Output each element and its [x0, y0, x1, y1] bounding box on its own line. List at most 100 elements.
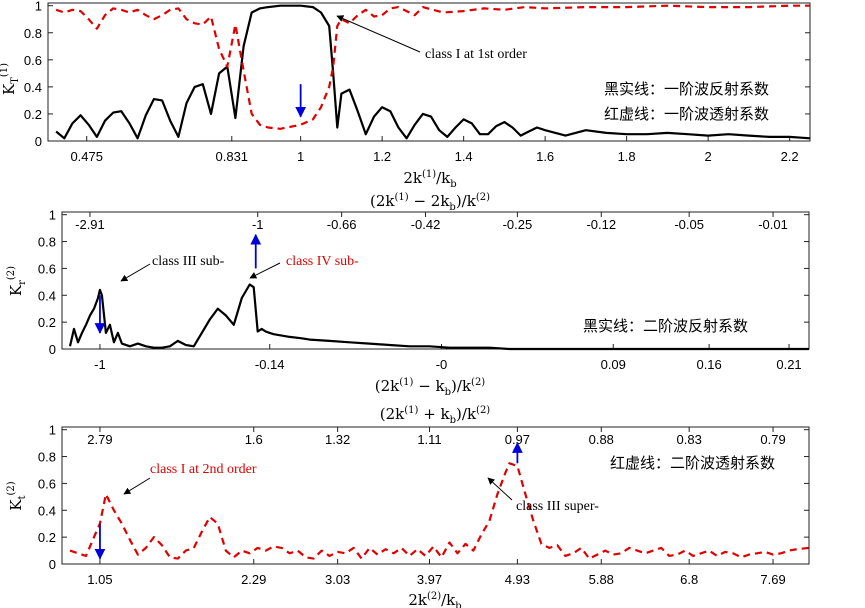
- x-tick-label: 0.09: [601, 357, 626, 372]
- markers-layer: [94, 233, 262, 334]
- top-x-tick-label: 1.32: [325, 432, 350, 447]
- top-axis-label: (2k(1) − 2kb)/k(2): [370, 192, 490, 213]
- annotation-arrow: [336, 15, 421, 53]
- annotation-class-I-1st: class I at 1st order: [425, 47, 527, 62]
- y-tick-label: 1: [49, 423, 56, 438]
- y-ticks: 0 0.2 0.4 0.6 0.8 1: [38, 423, 809, 572]
- top-x-tick-label: -2.91: [75, 217, 105, 232]
- x-tick-label: 1.6: [536, 149, 554, 164]
- annotation-class-I-2nd: class I at 2nd order: [150, 462, 257, 477]
- y-tick-label: 0.8: [38, 450, 56, 465]
- y-tick-label: 1: [49, 208, 56, 223]
- top-x-tick-label: -0.01: [758, 217, 788, 232]
- x-tick-label: 0.16: [696, 357, 721, 372]
- x-tick-label: 3.97: [417, 572, 442, 587]
- legend-line-1: 黑实线：二阶波反射系数: [583, 317, 748, 335]
- x-tick-label: 2.29: [241, 572, 266, 587]
- y-tick-label: 0.2: [24, 107, 42, 122]
- top-x-tick-label: -0.42: [411, 217, 441, 232]
- x-tick-label: 0.831: [216, 149, 249, 164]
- annotation-arrow: [487, 477, 513, 501]
- x-tick-label: -0.14: [255, 357, 285, 372]
- y-tick-label: 0.2: [38, 530, 56, 545]
- y-axis-label: Kr(2): [6, 266, 28, 296]
- y-tick-label: 0: [35, 134, 42, 149]
- x-tick-label: 7.69: [760, 572, 785, 587]
- y-tick-label: 0.6: [38, 476, 56, 491]
- y-tick-label: 0: [49, 557, 56, 572]
- annotation-class-IV-sub: class IV sub-: [286, 254, 359, 269]
- legend-line-1: 黑实线：一阶波反射系数: [604, 80, 769, 98]
- y-axis-label: Kt(2): [6, 481, 28, 511]
- annotation-class-III-sub: class III sub-: [152, 254, 225, 269]
- x-ticks: -1 -0.14 -0 0.09 0.16 0.21: [94, 344, 802, 372]
- panel-3: 0 0.2 0.4 0.6 0.8 1 1.05 2.29 3.03 3.97 4.93 5.88 6…: [6, 405, 810, 608]
- top-x-tick-label: -0.66: [327, 217, 357, 232]
- series-transmit1: [55, 4, 810, 130]
- plot-frame: [61, 211, 810, 350]
- top-x-tick-label: 0.79: [760, 432, 785, 447]
- top-axis-label: (2k(1) + kb)/k(2): [380, 405, 491, 426]
- top-x-tick-label: 0.97: [505, 432, 530, 447]
- x-tick-label: 6.8: [680, 572, 698, 587]
- x-tick-label: 1.8: [618, 149, 636, 164]
- y-tick-label: 0.2: [38, 315, 56, 330]
- x-axis-label: 2k(2)/kb: [408, 591, 461, 608]
- y-tick-label: 0.6: [38, 261, 56, 276]
- y-axis-label: KT(1): [0, 63, 21, 95]
- x-ticks: 0.475 0.831 1 1.2 1.4 1.6 1.8 2 2.2: [70, 136, 799, 164]
- top-x-tick-label: 1.11: [417, 432, 441, 447]
- y-tick-label: 1: [35, 0, 42, 14]
- y-tick-label: 0.4: [24, 80, 42, 95]
- x-ticks: 1.05 2.29 3.03 3.97 4.93 5.88 6.8 7.69: [87, 559, 786, 587]
- x-tick-label: 1: [297, 149, 304, 164]
- top-x-tick-label: 2.79: [87, 432, 112, 447]
- x-tick-label: 1.05: [87, 572, 112, 587]
- x-tick-label: 3.03: [325, 572, 350, 587]
- series-reflect1: [55, 4, 811, 140]
- x-tick-label: 2.2: [781, 149, 799, 164]
- x-tick-label: 1.4: [455, 149, 473, 164]
- x-tick-label: 1.2: [373, 149, 391, 164]
- y-ticks: 0 0.2 0.4 0.6 0.8 1: [24, 0, 810, 149]
- annotation-class-III-super: class III super-: [516, 499, 599, 514]
- annotation-arrow: [249, 262, 281, 279]
- top-x-ticks: 2.79 1.6 1.32 1.11 0.97 0.88 0.83 0.79: [87, 427, 786, 447]
- top-x-tick-label: 0.83: [677, 432, 702, 447]
- x-tick-label: 5.88: [589, 572, 614, 587]
- legend-line-2: 红虚线：一阶波透射系数: [604, 105, 769, 123]
- series-layer: [69, 462, 810, 560]
- y-tick-label: 0.8: [24, 26, 42, 41]
- y-tick-label: 0.6: [24, 53, 42, 68]
- annotation-arrow: [123, 477, 151, 495]
- top-x-tick-label: -0.25: [503, 217, 533, 232]
- y-tick-label: 0.4: [38, 503, 56, 518]
- panel-2: 0 0.2 0.4 0.6 0.8 1 -1 -0.14 -0 0.09 0.16 0.21 -2.…: [6, 192, 810, 398]
- panel-1: 0 0.2 0.4 0.6 0.8 1 0.475 0.831 1 1.2 1.4 1.6 1.8 2 2…: [0, 0, 811, 190]
- top-x-tick-label: 0.88: [589, 432, 614, 447]
- top-x-tick-label: 1.6: [245, 432, 263, 447]
- x-axis-label: (2k(1) − kb)/k(2): [375, 377, 486, 398]
- y-tick-label: 0.4: [38, 288, 56, 303]
- x-axis-label: 2k(1)/kb: [403, 169, 456, 190]
- plot-frame: [47, 2, 811, 142]
- x-tick-label: 4.93: [505, 572, 530, 587]
- y-tick-label: 0.8: [38, 235, 56, 250]
- top-x-tick-label: -0.05: [674, 217, 704, 232]
- series-transmit2: [69, 462, 810, 560]
- top-x-ticks: -2.91 -1 -0.66 -0.42 -0.25 -0.12 -0.05 -0.01: [75, 212, 788, 232]
- x-tick-label: -1: [94, 357, 106, 372]
- x-tick-label: 0.21: [776, 357, 801, 372]
- annotation-arrow: [120, 263, 151, 282]
- top-x-tick-label: -1: [252, 217, 264, 232]
- markers-layer: [94, 442, 523, 560]
- x-tick-label: 2: [705, 149, 712, 164]
- x-tick-label: 0.475: [70, 149, 103, 164]
- y-tick-label: 0: [49, 342, 56, 357]
- top-x-tick-label: -0.12: [586, 217, 616, 232]
- plot-frame: [61, 426, 810, 565]
- x-tick-label: -0: [436, 357, 448, 372]
- series-layer: [55, 4, 811, 140]
- legend-line-1: 红虚线：二阶波透射系数: [610, 454, 775, 472]
